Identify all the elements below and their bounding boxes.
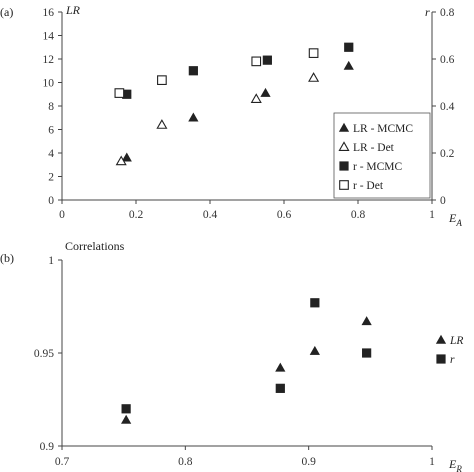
point-lr-det [250, 93, 262, 103]
panel-a-legend-box [333, 112, 431, 199]
panel-a-left-tick-label: 0 [48, 195, 54, 207]
panel-b-y-tick-label: 0.95 [34, 348, 54, 360]
legend-marker-lr-mcmc [338, 122, 350, 132]
panel-a-left-tick-label: 16 [43, 7, 55, 19]
point-r [310, 298, 320, 308]
legend-label-lr-mcmc: LR - MCMC [353, 123, 413, 135]
point-lr-mcmc [343, 60, 354, 70]
panel-b-x-axis-title: ER [448, 457, 462, 472]
panel-b-y-tick-label: 0.9 [40, 441, 55, 453]
panel-b-y-tick-label: 1 [48, 255, 54, 267]
panel-a-x-tick-label: 0 [59, 209, 65, 221]
point-lr [275, 362, 286, 372]
point-r-mcmc [344, 42, 354, 52]
legend-label-r: r [450, 354, 455, 366]
point-r [121, 404, 131, 414]
panel-a-right-ticks: 0 0.2 0.4 0.6 0.8 [432, 7, 455, 207]
point-r [275, 383, 285, 393]
panel-a-x-tick-label: 1 [429, 209, 435, 221]
panel-b-x-tick-label: 0.7 [55, 456, 70, 468]
point-lr [361, 316, 372, 326]
legend-marker-r-det [339, 180, 349, 190]
panel-a-right-tick-label: 0.4 [440, 101, 455, 113]
panel-a-x-tick-label: 0.4 [203, 209, 218, 221]
panel-b-legend: LR r [435, 334, 463, 366]
point-lr [309, 345, 320, 355]
legend-marker-r-mcmc [339, 161, 349, 171]
panel-a-x-tick-label: 0.8 [351, 209, 366, 221]
legend-marker-lr [435, 334, 447, 344]
point-lr [121, 414, 132, 424]
panel-a-x-tick-label: 0.6 [277, 209, 292, 221]
legend-marker-lr-det [338, 141, 350, 151]
panel-a-left-tick-label: 8 [48, 101, 54, 113]
panel-b-y-ticks: 0.9 0.95 1 [34, 255, 62, 453]
point-r-det [114, 88, 125, 98]
panel-b: (b) Correlations 0.7 0.8 0.9 1 0.90.951 ER … [0, 239, 463, 472]
point-lr-mcmc [260, 87, 271, 97]
panel-a-left-tick-label: 4 [48, 148, 54, 160]
panel-b-x-tick-label: 0.9 [301, 456, 316, 468]
panel-a-left-tick-label: 12 [43, 54, 55, 66]
panel-a-left-axis-title: LR [65, 3, 81, 17]
panel-a-left-tick-label: 10 [43, 78, 55, 90]
panel-a-x-axis-title: EA [448, 211, 462, 228]
point-r-mcmc [262, 55, 272, 65]
panel-a-right-tick-label: 0.6 [440, 54, 455, 66]
legend-label-r-mcmc: r - MCMC [353, 161, 403, 173]
panel-a-left-tick-label: 6 [48, 125, 54, 137]
point-lr-det [308, 72, 320, 82]
point-lr-mcmc [121, 152, 132, 162]
panel-a-left-ticks: 0 2 4 6 8 10 12 14 16 [43, 7, 62, 207]
panel-b-marks [121, 298, 372, 424]
point-r-det [308, 48, 319, 58]
panel-b-x-ticks: 0.7 0.8 0.9 1 [55, 446, 435, 468]
legend-marker-r [436, 354, 446, 364]
panel-a-left-tick-label: 14 [43, 31, 55, 43]
panel-b-label: (b) [0, 251, 14, 265]
panel-a-label: (a) [0, 5, 13, 19]
panel-b-x-tick-label: 1 [429, 456, 435, 468]
panel-a-x-tick-label: 0.2 [129, 209, 144, 221]
panel-b-x-tick-label: 0.8 [178, 456, 193, 468]
point-r-det [251, 56, 262, 67]
panel-a-left-tick-label: 2 [48, 172, 54, 184]
point-r-det [157, 75, 167, 85]
panel-a-legend: LR - MCMC LR - Det r - MCMC r - Det [333, 112, 431, 199]
legend-label-lr: LR [449, 335, 463, 347]
panel-a-marks [114, 42, 354, 166]
legend-label-lr-det: LR - Det [353, 142, 395, 154]
point-lr-det [115, 155, 127, 166]
point-r-mcmc [188, 66, 198, 76]
point-r [362, 348, 372, 358]
panel-a-right-tick-label: 0.8 [440, 7, 455, 19]
panel-a-right-tick-label: 0.2 [440, 148, 455, 160]
panel-a-x-ticks: 0 0.2 0.4 0.6 0.8 1 [59, 200, 435, 221]
panel-b-title: Correlations [65, 239, 125, 253]
point-lr-det [156, 119, 168, 129]
panel-a-legend-items: LR - MCMC LR - Det r - MCMC r - Det [338, 122, 413, 192]
panel-a-right-axis-title: r [425, 5, 430, 19]
panel-a-right-tick-label: 0 [440, 195, 446, 207]
point-lr-mcmc [188, 112, 199, 122]
legend-label-r-det: r - Det [353, 180, 384, 192]
